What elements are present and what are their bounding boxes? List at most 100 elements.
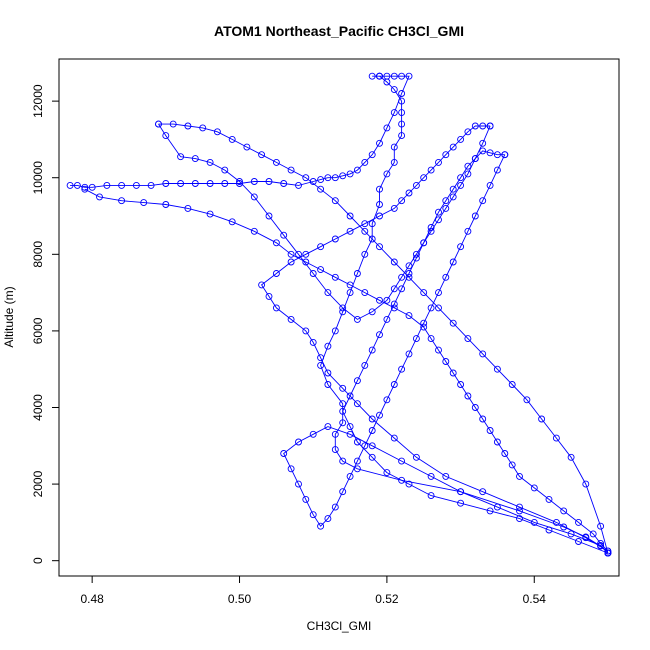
data-point: [405, 270, 413, 277]
data-point: [479, 122, 487, 130]
data-point: [457, 499, 465, 507]
data-point: [346, 392, 354, 400]
data-point: [191, 180, 199, 187]
data-point: [353, 438, 361, 446]
data-point: [376, 243, 383, 251]
data-point: [449, 319, 457, 327]
data-point: [302, 495, 310, 503]
data-point: [228, 218, 236, 226]
data-point: [309, 270, 317, 277]
data-point: [516, 515, 523, 523]
data-point: [582, 534, 590, 542]
y-tick-label: 12000: [31, 84, 45, 118]
data-point: [442, 197, 450, 205]
data-point: [398, 120, 406, 128]
data-point: [331, 503, 339, 511]
data-point: [184, 122, 192, 130]
data-point: [398, 90, 406, 97]
data-point: [516, 507, 523, 515]
data-point: [331, 327, 339, 335]
data-point: [398, 132, 406, 140]
data-point: [464, 128, 472, 136]
data-point: [287, 258, 295, 266]
data-point: [295, 480, 302, 488]
data-point: [597, 522, 605, 530]
data-point: [435, 304, 442, 312]
data-point: [236, 178, 243, 185]
data-point: [228, 135, 236, 143]
data-point: [81, 183, 89, 191]
data-point: [317, 176, 325, 184]
data-point: [398, 97, 406, 105]
data-point: [405, 72, 413, 80]
data-point: [295, 181, 302, 189]
data-point: [398, 285, 406, 293]
data-point: [324, 342, 332, 350]
data-point: [449, 143, 457, 151]
data-point: [390, 204, 398, 212]
data-point: [324, 289, 332, 297]
data-point: [331, 273, 339, 281]
y-axis-label: Altitude (m): [2, 286, 16, 347]
data-point: [339, 419, 347, 427]
series-lines: [70, 75, 609, 554]
data-point: [479, 488, 487, 496]
data-point: [398, 197, 406, 205]
data-point: [331, 174, 339, 182]
data-point: [464, 392, 472, 400]
data-point: [272, 304, 280, 312]
data-point: [265, 292, 273, 300]
data-point: [420, 174, 428, 182]
data-point: [324, 423, 332, 431]
data-point: [368, 235, 376, 243]
y-tick-label: 2000: [31, 470, 45, 497]
data-point: [604, 547, 612, 555]
data-point: [427, 335, 435, 343]
data-point: [346, 227, 354, 235]
data-point: [552, 434, 560, 442]
data-point: [96, 193, 103, 201]
data-point: [324, 174, 332, 182]
data-point: [280, 450, 288, 457]
data-point: [471, 212, 479, 220]
x-tick-label: 0.48: [80, 592, 104, 606]
data-point: [317, 243, 325, 251]
data-point: [140, 199, 148, 207]
data-point: [177, 153, 185, 161]
data-point: [383, 124, 391, 132]
data-point: [427, 304, 435, 312]
data-point: [103, 181, 111, 189]
data-point: [265, 212, 273, 220]
data-point: [339, 304, 347, 312]
data-point: [302, 250, 310, 258]
data-point: [258, 281, 266, 289]
data-point: [383, 396, 391, 404]
data-point: [530, 484, 538, 492]
data-point: [390, 109, 398, 117]
data-point: [479, 350, 487, 358]
data-point: [575, 518, 582, 526]
data-point: [449, 258, 457, 266]
data-point: [479, 147, 487, 155]
data-point: [346, 281, 354, 289]
data-point: [376, 201, 383, 208]
data-point: [398, 273, 406, 281]
data-point: [435, 208, 442, 216]
x-tick-label: 0.50: [228, 592, 252, 606]
data-point: [376, 139, 383, 147]
data-point: [545, 526, 553, 534]
data-point: [516, 503, 523, 511]
series-points: [66, 72, 612, 557]
data-point: [361, 442, 369, 450]
data-point: [339, 400, 347, 408]
y-tick-label: 10000: [31, 161, 45, 195]
data-point: [383, 170, 391, 178]
data-point: [493, 151, 501, 159]
data-point: [287, 250, 295, 258]
data-point: [567, 530, 575, 538]
data-point: [331, 430, 339, 438]
data-point: [162, 180, 170, 187]
data-point: [309, 338, 317, 346]
data-point: [221, 180, 229, 187]
y-tick-label: 0: [31, 557, 45, 564]
